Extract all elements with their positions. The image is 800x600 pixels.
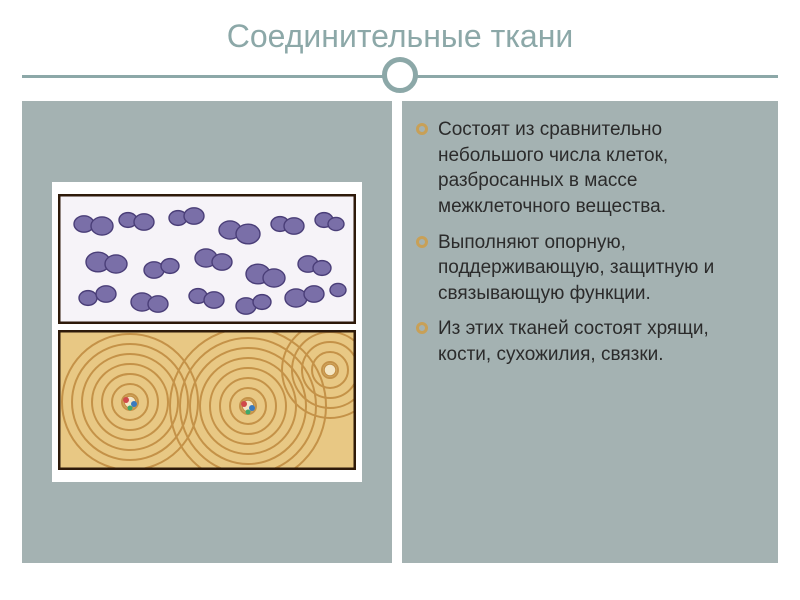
right-panel: Состоят из сравнительно небольшого числа… bbox=[402, 101, 778, 563]
bullet-text: Состоят из сравнительно небольшого числа… bbox=[438, 117, 764, 220]
bullet-list: Состоят из сравнительно небольшого числа… bbox=[416, 117, 764, 368]
left-panel bbox=[22, 101, 392, 563]
bullet-text: Выполняют опорную, поддерживающую, защит… bbox=[438, 230, 764, 307]
cartilage-cells-figure bbox=[58, 194, 356, 324]
bone-osteon-figure bbox=[58, 330, 356, 470]
bullet-icon bbox=[416, 322, 428, 334]
bullet-icon bbox=[416, 236, 428, 248]
bullet-icon bbox=[416, 123, 428, 135]
title-divider bbox=[22, 57, 778, 97]
content-row: Состоят из сравнительно небольшого числа… bbox=[22, 101, 778, 563]
bullet-text: Из этих тканей состоят хрящи, кости, сух… bbox=[438, 316, 764, 367]
list-item: Состоят из сравнительно небольшого числа… bbox=[416, 117, 764, 220]
tissue-illustration bbox=[52, 182, 362, 482]
list-item: Выполняют опорную, поддерживающую, защит… bbox=[416, 230, 764, 307]
slide: Соединительные ткани Состоят из сравните… bbox=[0, 0, 800, 600]
list-item: Из этих тканей состоят хрящи, кости, сух… bbox=[416, 316, 764, 367]
page-title: Соединительные ткани bbox=[22, 18, 778, 55]
divider-circle-icon bbox=[382, 57, 418, 93]
